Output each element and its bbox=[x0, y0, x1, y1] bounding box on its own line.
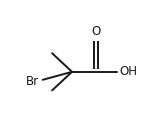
Text: Br: Br bbox=[26, 75, 39, 88]
Text: O: O bbox=[91, 25, 101, 38]
Text: OH: OH bbox=[119, 65, 137, 78]
